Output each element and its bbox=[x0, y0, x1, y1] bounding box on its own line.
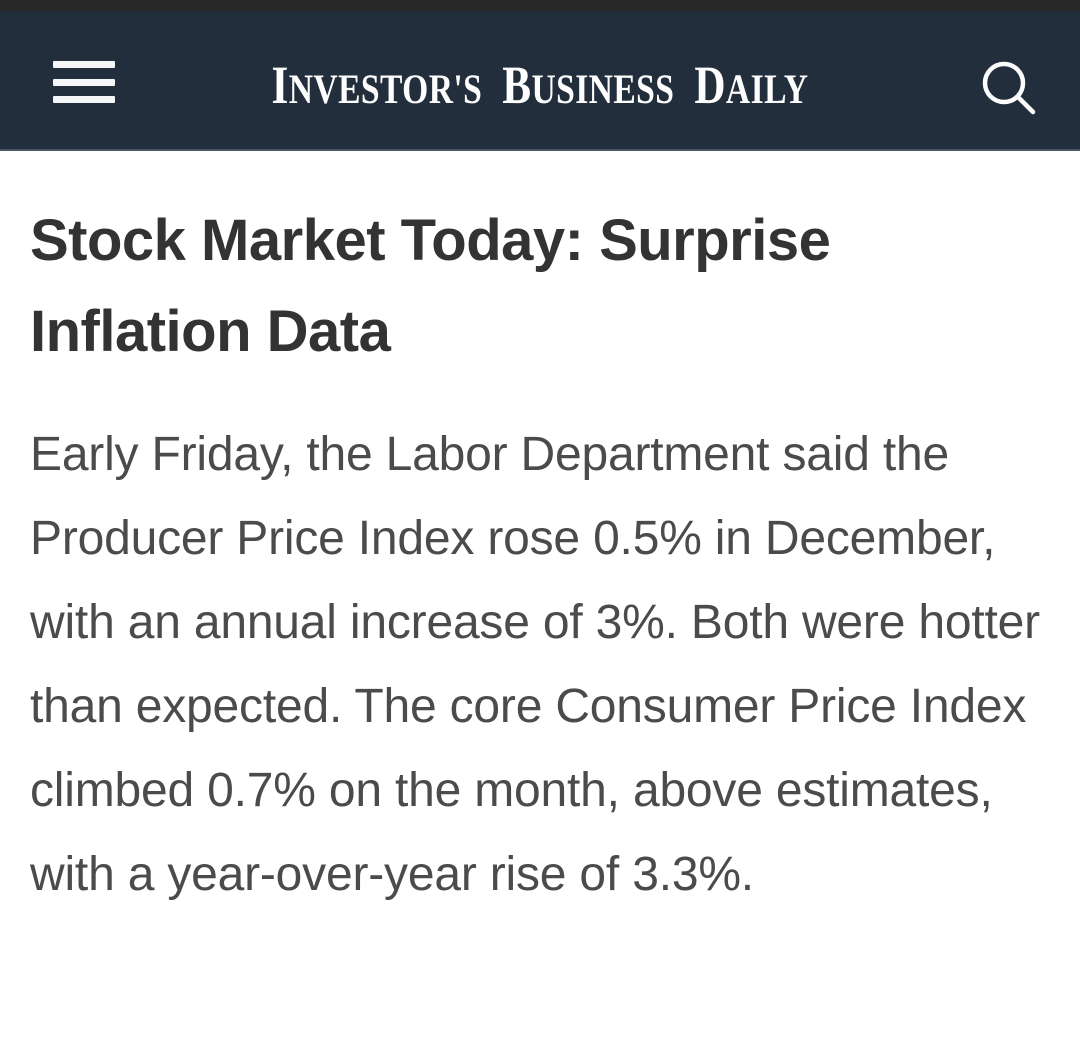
hamburger-bar-top bbox=[53, 61, 115, 68]
search-icon bbox=[982, 61, 1036, 115]
hamburger-bar-bottom bbox=[53, 96, 115, 103]
hamburger-bar-middle bbox=[53, 78, 115, 86]
search-button[interactable] bbox=[980, 59, 1038, 117]
article-headline: Stock Market Today: Surprise Inflation D… bbox=[30, 208, 831, 364]
logo-rest-nvestors: NVESTOR'S bbox=[288, 67, 483, 113]
logo-space-1 bbox=[493, 67, 502, 113]
article-container: Stock Market Today: Surprise Inflation D… bbox=[0, 151, 1080, 917]
logo-initial-b: B bbox=[502, 55, 532, 115]
logo-word-business: BUSINESS bbox=[502, 55, 674, 115]
hamburger-menu-icon[interactable] bbox=[53, 61, 115, 103]
logo-word-daily: DAILY bbox=[694, 55, 808, 115]
site-header: INVESTOR'S BUSINESS DAILY bbox=[0, 11, 1080, 151]
logo-word-investors: INVESTOR'S bbox=[272, 55, 483, 115]
status-bar-strip bbox=[0, 0, 1080, 11]
logo-rest-aily: AILY bbox=[725, 67, 809, 113]
article-summary-paragraph: Early Friday, the Labor Department said … bbox=[30, 428, 1040, 901]
logo-space-2 bbox=[686, 67, 695, 113]
logo-initial-i: I bbox=[271, 55, 289, 115]
logo-initial-d: D bbox=[694, 55, 726, 115]
logo-rest-usiness: USINESS bbox=[531, 67, 675, 113]
site-logo[interactable]: INVESTOR'S BUSINESS DAILY bbox=[108, 55, 972, 120]
